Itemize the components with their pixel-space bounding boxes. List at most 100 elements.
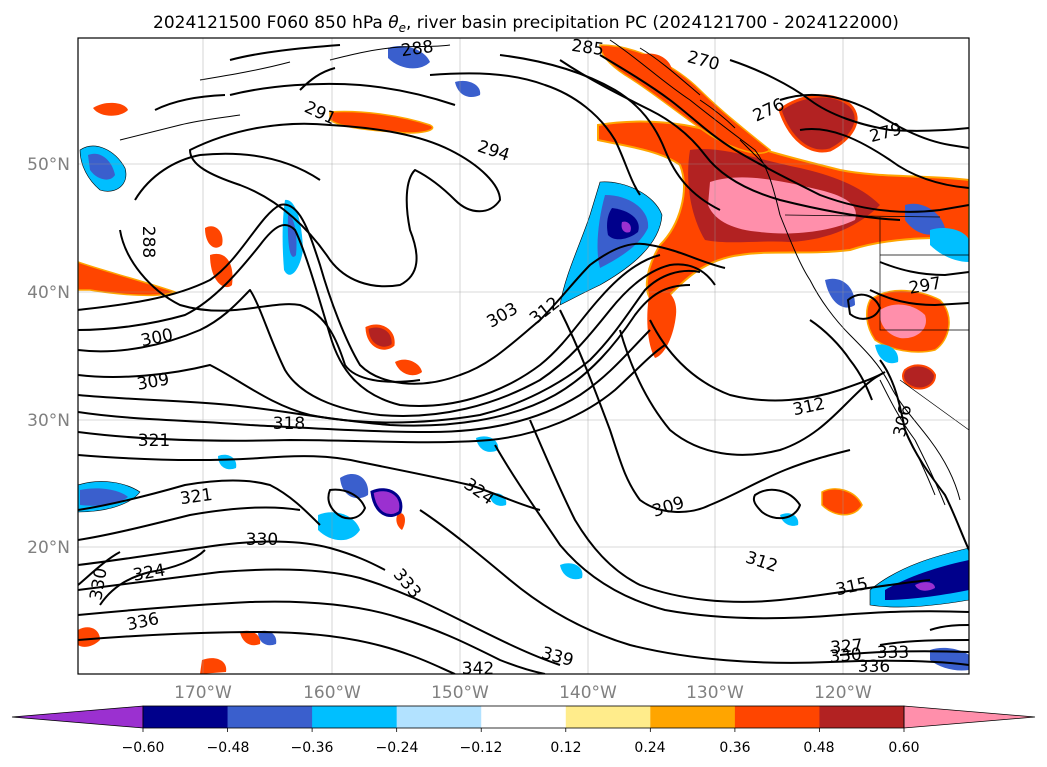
contour-line (78, 568, 561, 666)
contour-line (752, 488, 801, 520)
colorbar-segment (734, 706, 820, 728)
colorbar-tick-label: 0.12 (550, 740, 581, 756)
contour-line (879, 359, 969, 551)
contour-line (619, 329, 881, 456)
contour-line (809, 319, 873, 401)
contour-line (559, 309, 851, 513)
lon-tick-label: 160°W (303, 683, 361, 703)
colorbar-tick-label: 0.60 (888, 740, 919, 756)
shade-pacnw-peak (708, 177, 856, 234)
contour-line (78, 344, 666, 444)
shade-22n-b (396, 513, 405, 530)
contour-line (419, 509, 969, 666)
lat-axis: 50°N 40°N 30°N 20°N (27, 155, 70, 558)
contour-line (229, 44, 341, 91)
shade-12n-c (240, 630, 261, 646)
theta-e-contours (78, 44, 969, 674)
contour-line (649, 319, 886, 402)
lat-tick-label: 30°N (27, 411, 70, 431)
map-panel: 288 285 270 291 294 276 279 288 297 300 … (78, 36, 969, 679)
contour-label: 330 (246, 530, 278, 550)
contour-line (154, 82, 456, 111)
shade-12n-b (200, 658, 227, 674)
lat-tick-label: 40°N (27, 283, 70, 303)
contour-line (559, 59, 901, 221)
lat-tick-label: 20°N (27, 538, 70, 558)
colorbar-tick-label: −0.60 (122, 740, 165, 756)
contour-line (78, 631, 456, 674)
shade-55n-blue (455, 80, 481, 98)
contour-line (119, 152, 421, 383)
colorbar-tick-label: 0.48 (803, 740, 834, 756)
coastline-aleutians (119, 114, 241, 141)
contour-label: 333 (877, 643, 909, 663)
lon-tick-label: 130°W (686, 683, 744, 703)
contour-line (78, 224, 661, 407)
colorbar-segment (396, 706, 482, 728)
contour-line (599, 54, 969, 213)
positive-pc-shading (78, 44, 969, 674)
contour-line (78, 600, 546, 674)
lon-tick-label: 170°W (174, 683, 232, 703)
shade-56n-blue (388, 45, 430, 69)
contour-line (499, 54, 721, 211)
border-states (879, 217, 969, 431)
shade-ca-coast (902, 364, 937, 390)
map-frame (77, 37, 970, 675)
colorbar-segment (227, 706, 313, 728)
colorbar: −0.60 −0.48 −0.36 −0.24 −0.12 0.12 0.24 … (11, 705, 1036, 756)
contour-line (78, 329, 651, 433)
contour-line (78, 454, 541, 511)
theta-symbol: θ (388, 13, 399, 33)
coastline-alaska (199, 44, 451, 81)
contour-line (869, 261, 969, 306)
colorbar-tick-label: −0.24 (376, 740, 419, 756)
colorbar-tick-label: −0.36 (291, 740, 334, 756)
contour-line (78, 506, 301, 541)
colorbar-segment (565, 706, 651, 728)
shade-20n-blue-c (780, 513, 799, 526)
contour-line (78, 549, 206, 606)
shade-36n-east (875, 344, 899, 364)
contour-line (78, 263, 716, 417)
contour-line (494, 444, 969, 620)
colorbar-tick-label: −0.48 (207, 740, 250, 756)
contour-line (78, 203, 726, 385)
contour-line (327, 488, 366, 520)
title-prefix: 2024121500 F060 850 hPa (153, 13, 388, 33)
contour-line (799, 128, 969, 189)
contour-line (78, 540, 386, 571)
colorbar-segment (819, 706, 905, 728)
shade-24n-west-b (80, 488, 128, 506)
shade-42n-east (930, 228, 969, 262)
colorbar-segment (650, 706, 736, 728)
contour-line (78, 479, 321, 526)
contour-label: 327 (830, 636, 864, 659)
title-suffix: , river basin precipitation PC (20241217… (406, 13, 899, 33)
shade-13n-blue (258, 630, 277, 646)
lon-tick-label: 120°W (814, 683, 872, 703)
contour-line (529, 419, 931, 603)
contour-label: 285 (570, 36, 605, 60)
contour-label: 321 (138, 431, 170, 451)
lat-tick-label: 50°N (27, 155, 70, 175)
colorbar-extend-max (903, 705, 1036, 729)
contour-label: 321 (179, 485, 214, 509)
colorbar-tick-label: 0.36 (719, 740, 750, 756)
contour-line (779, 93, 969, 149)
colorbar-segment (481, 706, 567, 728)
shade-17n-east-c (915, 582, 935, 591)
coastline-north-america (609, 39, 961, 501)
colorbar-extend-min (11, 705, 144, 729)
contour-label: 288 (138, 226, 158, 258)
shade-west-50n-b (88, 153, 115, 180)
shade-12n (78, 627, 100, 647)
contour-label: 336 (858, 657, 890, 677)
colorbar-segment (143, 706, 229, 728)
colorbar-segment (312, 706, 398, 728)
shade-22n (821, 488, 863, 516)
contour-label: 342 (462, 659, 494, 679)
theta-subscript: e (399, 21, 406, 35)
shade-34n (395, 359, 422, 376)
contour-line (729, 59, 969, 132)
